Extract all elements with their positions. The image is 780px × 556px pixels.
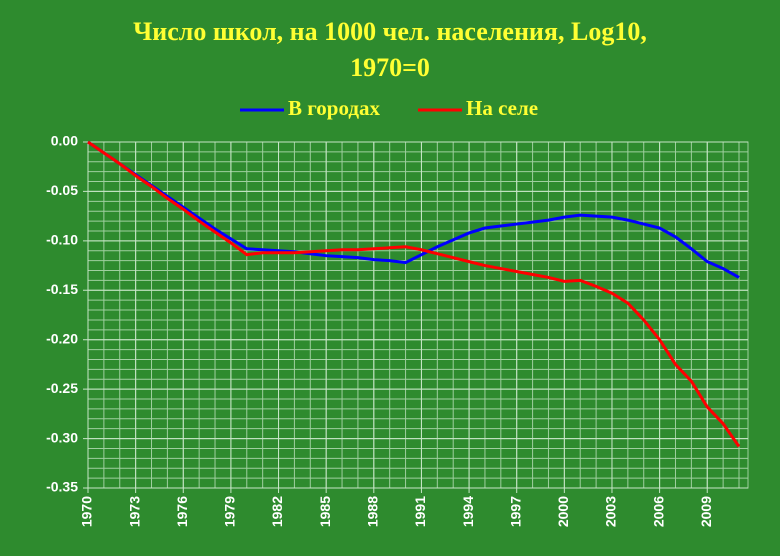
x-tick-label: 2009 xyxy=(698,496,714,527)
y-tick-label: -0.20 xyxy=(46,330,78,346)
plot-area xyxy=(87,141,749,489)
y-tick-label: -0.25 xyxy=(46,380,78,396)
chart-subtitle: 1970=0 xyxy=(350,53,430,82)
y-tick-label: -0.35 xyxy=(46,479,78,495)
x-tick-label: 1976 xyxy=(174,496,190,527)
x-tick-label: 2006 xyxy=(650,496,666,527)
x-tick-label: 2003 xyxy=(603,496,619,527)
x-tick-label: 1991 xyxy=(412,496,428,527)
series-line xyxy=(87,140,741,448)
series-line xyxy=(87,140,740,279)
chart-title: Число школ, на 1000 чел. населения, Log1… xyxy=(133,17,647,46)
x-tick-label: 1997 xyxy=(507,496,523,527)
x-tick-label: 1988 xyxy=(365,496,381,527)
y-tick-label: -0.05 xyxy=(46,182,78,198)
x-tick-label: 2000 xyxy=(555,496,571,527)
legend-label: На селе xyxy=(466,96,538,120)
x-tick-label: 1994 xyxy=(460,496,476,527)
x-tick-label: 1982 xyxy=(269,496,285,527)
y-tick-label: -0.10 xyxy=(46,232,78,248)
y-tick-label: -0.30 xyxy=(46,429,78,445)
x-tick-label: 1970 xyxy=(79,496,95,527)
legend-label: В городах xyxy=(288,96,380,120)
x-tick-label: 1985 xyxy=(317,496,333,527)
x-tick-label: 1979 xyxy=(222,496,238,527)
x-tick-label: 1973 xyxy=(126,496,142,527)
y-tick-label: -0.15 xyxy=(46,281,78,297)
y-tick-label: 0.00 xyxy=(51,133,78,149)
